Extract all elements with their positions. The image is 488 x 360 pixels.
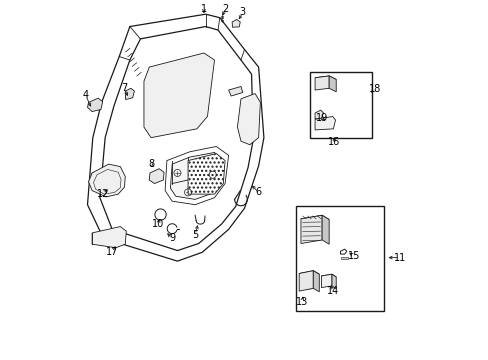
Polygon shape [314,117,335,130]
Bar [317,81,326,84]
Polygon shape [88,164,125,197]
Text: 11: 11 [393,253,405,262]
Text: 19: 19 [315,113,327,123]
Polygon shape [299,271,313,291]
Bar [300,277,310,282]
Polygon shape [313,271,319,292]
Polygon shape [143,53,214,138]
Polygon shape [232,19,240,27]
Bar [323,278,329,286]
Text: 5: 5 [192,230,198,240]
Text: 7: 7 [121,83,127,93]
Bar [117,234,121,244]
Bar [309,72,371,138]
Bar [96,234,100,244]
Polygon shape [314,76,336,81]
Text: 9: 9 [169,233,175,243]
Polygon shape [170,153,222,199]
Text: 6: 6 [255,187,261,197]
Polygon shape [299,271,319,277]
Text: 3: 3 [239,8,245,17]
Bar [317,85,326,87]
Polygon shape [314,76,328,90]
Bar [300,284,310,289]
Polygon shape [322,215,328,244]
Polygon shape [314,110,323,119]
Polygon shape [300,215,328,223]
Text: 8: 8 [148,159,154,169]
Text: 18: 18 [368,84,380,94]
Text: 10: 10 [152,219,164,229]
Polygon shape [228,86,242,96]
Polygon shape [100,27,253,251]
Text: 4: 4 [82,90,89,100]
Polygon shape [92,226,126,248]
Polygon shape [331,274,336,289]
Circle shape [158,212,163,217]
Bar [341,257,347,259]
Polygon shape [328,76,336,92]
Text: 15: 15 [347,251,359,261]
Polygon shape [188,154,224,194]
Bar [317,78,326,80]
Polygon shape [237,94,260,145]
Text: 2: 2 [222,4,228,14]
Text: 12: 12 [97,189,109,199]
Bar [102,234,107,244]
Bar [109,234,114,244]
Bar [152,175,163,181]
Text: 14: 14 [326,286,339,296]
Polygon shape [321,274,336,279]
Text: 17: 17 [106,247,118,257]
Bar [295,207,383,311]
Text: 16: 16 [327,137,340,147]
Polygon shape [87,98,102,112]
Polygon shape [321,274,331,288]
Polygon shape [125,88,134,100]
Text: 1: 1 [201,4,206,14]
Polygon shape [300,215,322,243]
Polygon shape [149,169,164,184]
Text: 13: 13 [295,297,307,307]
